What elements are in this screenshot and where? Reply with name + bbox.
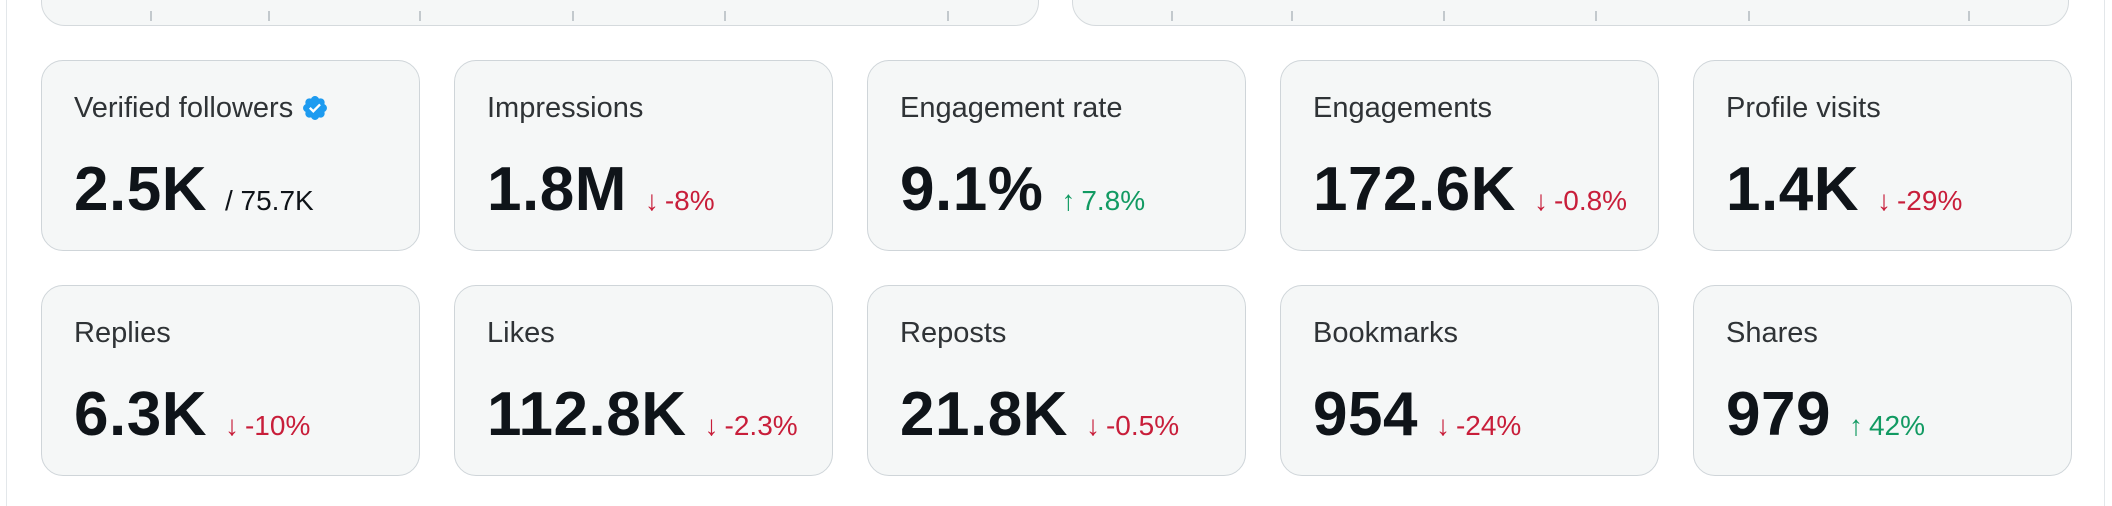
metric-change-value: -10% <box>244 410 311 441</box>
metric-value-row: 1.8M ↓ -8% <box>487 159 832 221</box>
metric-change: ↓ -29% <box>1877 185 1962 217</box>
metric-label: Shares <box>1726 317 1818 349</box>
metric-card-impressions[interactable]: Impressions 1.8M ↓ -8% <box>454 60 833 251</box>
metric-change-value: -24% <box>1455 410 1522 441</box>
chart-tick <box>1595 11 1597 21</box>
arrow-down-icon: ↓ <box>1876 185 1891 216</box>
metric-change: ↓ -24% <box>1436 410 1521 442</box>
metric-change-value: -29% <box>1896 185 1963 216</box>
chart-tick <box>1171 11 1173 21</box>
left-frame-border <box>6 0 7 506</box>
metric-title: Bookmarks <box>1313 316 1658 350</box>
metric-value: 979 <box>1726 380 1831 449</box>
metric-card-profile-visits[interactable]: Profile visits 1.4K ↓ -29% <box>1693 60 2072 251</box>
metric-title: Shares <box>1726 316 2071 350</box>
metrics-grid: Verified followers 2.5K / 75.7K Impressi… <box>41 60 2072 476</box>
metric-value-row: 21.8K ↓ -0.5% <box>900 384 1245 446</box>
arrow-down-icon: ↓ <box>224 410 239 441</box>
arrow-up-icon: ↑ <box>1061 185 1076 216</box>
metric-change-value: 42% <box>1868 410 1925 441</box>
metric-change-value: -2.3% <box>724 410 798 441</box>
metric-title: Engagement rate <box>900 91 1245 125</box>
arrow-down-icon: ↓ <box>644 185 659 216</box>
metric-label: Verified followers <box>74 92 294 124</box>
metric-value-row: 112.8K ↓ -2.3% <box>487 384 832 446</box>
metric-label: Engagement rate <box>900 92 1123 124</box>
metric-value: 172.6K <box>1313 155 1516 224</box>
arrow-down-icon: ↓ <box>1533 185 1548 216</box>
arrow-up-icon: ↑ <box>1848 410 1863 441</box>
metric-card-reposts[interactable]: Reposts 21.8K ↓ -0.5% <box>867 285 1246 476</box>
chart-tick <box>1968 11 1970 21</box>
metric-label: Engagements <box>1313 92 1492 124</box>
metric-title: Impressions <box>487 91 832 125</box>
metric-total: / 75.7K <box>224 185 314 216</box>
metric-card-verified-followers[interactable]: Verified followers 2.5K / 75.7K <box>41 60 420 251</box>
metric-card-engagements[interactable]: Engagements 172.6K ↓ -0.8% <box>1280 60 1659 251</box>
arrow-down-icon: ↓ <box>704 410 719 441</box>
chart-tick <box>724 11 726 21</box>
metric-value: 1.4K <box>1726 155 1859 224</box>
chart-tick <box>1443 11 1445 21</box>
metric-value-row: 6.3K ↓ -10% <box>74 384 419 446</box>
chart-tick <box>947 11 949 21</box>
metric-card-bookmarks[interactable]: Bookmarks 954 ↓ -24% <box>1280 285 1659 476</box>
metric-value: 6.3K <box>74 380 207 449</box>
metric-change: ↑ 7.8% <box>1061 185 1145 217</box>
metric-value-row: 172.6K ↓ -0.8% <box>1313 159 1658 221</box>
metric-value: 954 <box>1313 380 1418 449</box>
metric-value-row: 1.4K ↓ -29% <box>1726 159 2071 221</box>
metric-change: ↓ -2.3% <box>705 410 798 442</box>
metric-label: Likes <box>487 317 555 349</box>
chart-card-left <box>41 0 1039 26</box>
metric-change: ↓ -0.5% <box>1086 410 1179 442</box>
metric-value: 1.8M <box>487 155 627 224</box>
metric-title: Reposts <box>900 316 1245 350</box>
metric-card-engagement-rate[interactable]: Engagement rate 9.1% ↑ 7.8% <box>867 60 1246 251</box>
metric-title: Replies <box>74 316 419 350</box>
metric-card-likes[interactable]: Likes 112.8K ↓ -2.3% <box>454 285 833 476</box>
metric-change-value: -0.8% <box>1553 185 1628 216</box>
metric-value-row: 979 ↑ 42% <box>1726 384 2071 446</box>
chart-tick <box>572 11 574 21</box>
metric-label: Reposts <box>900 317 1007 349</box>
metric-change: ↓ -8% <box>645 185 715 217</box>
metric-value-row: 2.5K / 75.7K <box>74 159 419 221</box>
metric-title: Engagements <box>1313 91 1658 125</box>
metric-card-shares[interactable]: Shares 979 ↑ 42% <box>1693 285 2072 476</box>
arrow-down-icon: ↓ <box>1435 410 1450 441</box>
verified-badge-icon <box>303 96 328 120</box>
metric-value-row: 9.1% ↑ 7.8% <box>900 159 1245 221</box>
metric-change-value: 7.8% <box>1081 185 1146 216</box>
right-frame-border <box>2104 0 2105 506</box>
chart-tick <box>1291 11 1293 21</box>
metric-title: Verified followers <box>74 91 419 125</box>
metric-value: 112.8K <box>487 380 687 449</box>
metric-change: ↓ -10% <box>225 410 310 442</box>
metric-value-row: 954 ↓ -24% <box>1313 384 1658 446</box>
metric-value: 21.8K <box>900 380 1068 449</box>
chart-card-right <box>1072 0 2069 26</box>
metric-title: Profile visits <box>1726 91 2071 125</box>
metric-label: Bookmarks <box>1313 317 1459 349</box>
metric-value: 9.1% <box>900 155 1044 224</box>
chart-tick <box>419 11 421 21</box>
metric-change-value: -8% <box>664 185 715 216</box>
metric-change-value: -0.5% <box>1105 410 1180 441</box>
metric-change: ↓ -0.8% <box>1534 185 1627 217</box>
chart-tick <box>268 11 270 21</box>
arrow-down-icon: ↓ <box>1085 410 1100 441</box>
metric-label: Impressions <box>487 92 644 124</box>
metric-value: 2.5K <box>74 155 207 224</box>
metric-change: ↑ 42% <box>1849 410 1925 442</box>
metric-title: Likes <box>487 316 832 350</box>
metric-card-replies[interactable]: Replies 6.3K ↓ -10% <box>41 285 420 476</box>
chart-tick <box>1748 11 1750 21</box>
metric-label: Profile visits <box>1726 92 1881 124</box>
metric-label: Replies <box>74 317 171 349</box>
chart-tick <box>150 11 152 21</box>
